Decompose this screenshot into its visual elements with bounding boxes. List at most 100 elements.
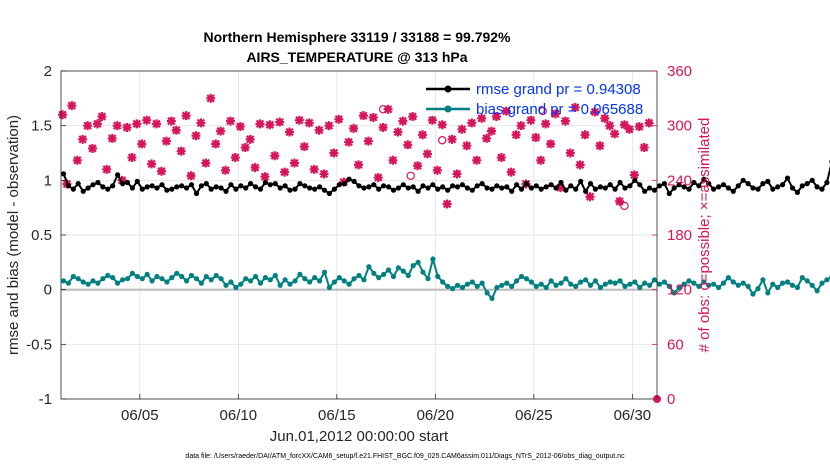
rmse-point (115, 172, 121, 178)
bias-point (238, 281, 244, 287)
obs-assimilated-glyph (413, 161, 423, 171)
legend: rmse grand pr = 0.94308 bias grand pr = … (426, 81, 643, 118)
rmse-point (701, 176, 707, 182)
obs-assimilated-glyph (58, 110, 68, 120)
obs-assimilated-marker (565, 148, 575, 158)
rmse-point (469, 187, 475, 193)
rmse-point (681, 184, 687, 190)
obs-assimilated-marker (560, 116, 570, 126)
rmse-point (651, 187, 658, 193)
rmse-point (711, 186, 717, 192)
obs-assimilated-glyph (516, 121, 526, 131)
obs-assimilated-marker (324, 121, 334, 131)
rmse-point (553, 185, 559, 191)
obs-assimilated-glyph (442, 199, 452, 209)
rmse-point (272, 181, 278, 187)
x-tick-label: 06/15 (318, 407, 356, 424)
obs-possible-marker (438, 136, 447, 145)
obs-assimilated-marker (216, 126, 226, 136)
bias-point (390, 273, 397, 280)
obs-assimilated-marker (610, 129, 620, 139)
obs-assimilated-glyph (201, 158, 211, 168)
obs-assimilated-marker (467, 118, 477, 128)
bias-point (376, 275, 382, 281)
rmse-point (720, 182, 727, 188)
rmse-point (321, 187, 328, 193)
obs-assimilated-glyph (299, 142, 309, 152)
rmse-point (257, 186, 264, 192)
obs-assimilated-glyph (285, 127, 295, 137)
obs-assimilated-marker (413, 161, 423, 171)
bias-point (617, 278, 623, 284)
obs-assimilated-marker (624, 124, 634, 134)
bias-point (326, 284, 332, 291)
rmse-point (573, 186, 579, 192)
obs-assimilated-glyph (373, 173, 383, 183)
obs-assimilated-glyph (393, 127, 403, 137)
bias-point (193, 276, 200, 282)
obs-assimilated-marker (137, 139, 147, 149)
bias-point (100, 276, 106, 282)
bias-point (430, 256, 436, 262)
obs-assimilated-marker (600, 113, 610, 123)
obs-assimilated-glyph (260, 172, 270, 182)
obs-assimilated-marker (388, 155, 398, 165)
bias-point (277, 282, 283, 288)
obs-assimilated-glyph (486, 126, 496, 136)
obs-assimilated-glyph (235, 122, 245, 132)
obs-assimilated-glyph (255, 119, 265, 129)
obs-assimilated-marker (516, 121, 526, 131)
rmse-point (174, 184, 180, 190)
obs-assimilated-marker (447, 134, 457, 144)
obs-assimilated-glyph (304, 118, 314, 128)
rmse-point (775, 184, 781, 190)
rmse-point (499, 185, 505, 191)
bias-point (735, 282, 741, 288)
obs-assimilated-marker (452, 169, 462, 179)
obs-assimilated-marker (156, 166, 166, 176)
obs-assimilated-marker (319, 169, 329, 179)
bias-point (105, 272, 111, 279)
rmse-point (716, 184, 722, 190)
right-y-tick-label: 240 (667, 172, 692, 189)
obs-assimilated-glyph (309, 164, 319, 174)
right-y-tick-label: 0 (667, 391, 675, 408)
obs-assimilated-marker (166, 116, 176, 126)
bias-point (789, 282, 796, 288)
rmse-point (193, 190, 200, 197)
obs-assimilated-glyph (452, 169, 462, 179)
bias-point (223, 282, 229, 288)
obs-assimilated-marker (398, 116, 408, 126)
obs-assimilated-marker (506, 167, 516, 177)
bias-point (720, 280, 727, 286)
rmse-point (164, 187, 170, 193)
obs-assimilated-marker (275, 117, 285, 127)
bias-point (356, 272, 362, 279)
bias-point (90, 278, 96, 284)
bias-point (819, 280, 825, 286)
obs-possible-marker (378, 105, 388, 114)
rmse-point (804, 181, 810, 187)
rmse-point (65, 183, 71, 189)
rmse-point (622, 185, 628, 191)
rmse-point (223, 188, 229, 194)
obs-assimilated-marker (368, 112, 378, 122)
obs-assimilated-glyph (166, 116, 176, 126)
obs-assimilated-glyph (575, 160, 585, 170)
obs-assimilated-marker (644, 118, 654, 128)
obs-assimilated-glyph (72, 155, 82, 165)
obs-assimilated-glyph (147, 159, 157, 169)
bias-point (174, 270, 180, 276)
obs-assimilated-marker (58, 110, 68, 120)
rmse-point (799, 183, 805, 189)
obs-assimilated-glyph (531, 133, 541, 143)
obs-assimilated-marker (88, 143, 98, 153)
rmse-point (154, 185, 160, 191)
obs-assimilated-marker (482, 133, 492, 143)
bias-point (681, 281, 687, 287)
obs-assimilated-marker (491, 112, 501, 122)
obs-assimilated-marker (132, 119, 142, 129)
obs-assimilated-glyph (92, 119, 102, 129)
obs-assimilated-marker (152, 119, 162, 129)
rmse-point (213, 184, 219, 190)
